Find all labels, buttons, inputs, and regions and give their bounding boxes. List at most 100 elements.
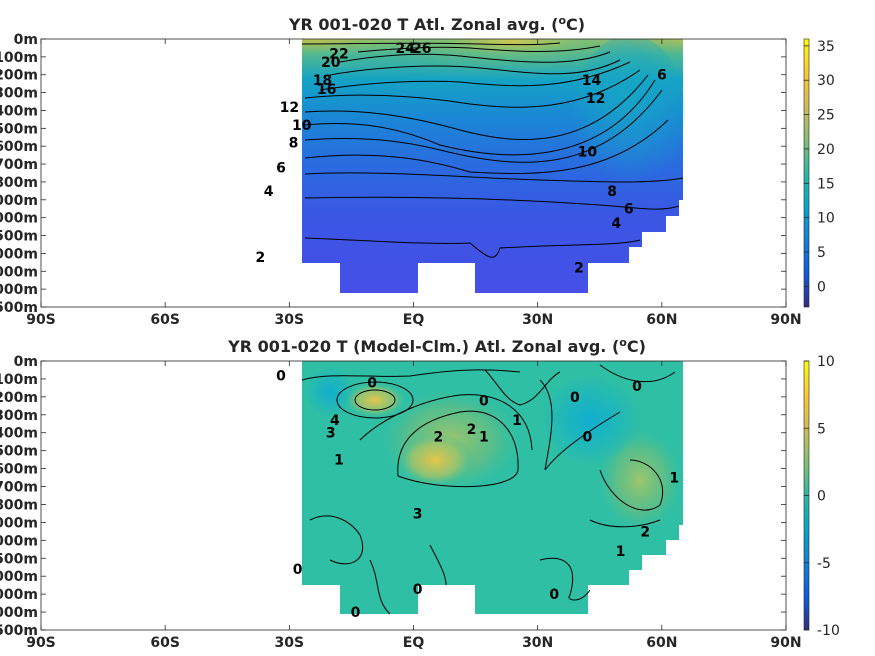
contour-label: 0 — [582, 429, 592, 445]
bottom-patch — [305, 367, 355, 417]
contour-label: 10 — [578, 145, 598, 161]
x-tick-label: 30S — [275, 312, 305, 328]
contour-label: 4 — [264, 184, 274, 200]
y-tick-label: 200m — [0, 390, 38, 406]
x-tick-label: 60N — [646, 635, 677, 651]
x-tick-label: 60S — [150, 635, 180, 651]
contour-label: 0 — [351, 605, 361, 621]
colorbar-tick-label: 15 — [817, 176, 835, 192]
y-tick-label: 3000m — [0, 246, 38, 262]
contour-label: 0 — [293, 562, 303, 578]
y-tick-label: 4000m — [0, 264, 38, 280]
colorbar-tick-label: 35 — [817, 39, 835, 55]
contour-label: 0 — [570, 390, 580, 406]
colorbar-tick-label: 10 — [817, 211, 835, 227]
contour-label: 2 — [574, 261, 584, 277]
contour-label: 0 — [276, 368, 286, 384]
contour-label: 6 — [276, 161, 286, 177]
contour-label: 0 — [549, 587, 559, 603]
contour-label: 0 — [632, 379, 642, 395]
contour-label: 8 — [289, 136, 299, 152]
top-y-axis: 0m 100m 200m 300m400m 500m 600m 700m 800m 1000m 2… — [0, 32, 786, 316]
top-contours — [301, 42, 684, 258]
y-tick-label: 5500m — [0, 623, 38, 639]
contour-label: 2 — [255, 250, 265, 266]
y-tick-label: 600m — [0, 462, 38, 478]
contour-label: 1 — [512, 413, 522, 429]
y-tick-label: 2000m — [0, 533, 38, 549]
y-tick-label: 400m — [0, 103, 38, 119]
y-tick-label: 100m — [0, 372, 38, 388]
y-tick-label: 0m — [14, 354, 38, 370]
y-tick-label: 2500m — [0, 551, 38, 567]
y-tick-label: 5000m — [0, 282, 38, 298]
contour-label: 4 — [611, 216, 621, 232]
colorbar-tick-label: -5 — [817, 556, 831, 572]
x-tick-label: 90S — [26, 635, 56, 651]
contour-label: 0 — [413, 582, 423, 598]
x-tick-label: 30N — [522, 312, 553, 328]
contour-label: 2 — [467, 422, 477, 438]
contour-label: 1 — [334, 453, 344, 469]
contour-label: 0 — [367, 376, 377, 392]
y-tick-label: 5000m — [0, 605, 38, 621]
x-tick-label: 30N — [522, 635, 553, 651]
top-x-axis: 90S 60S 30S EQ 30N 60N 90N — [26, 39, 802, 328]
bottom-title: YR 001-020 T (Model-Clm.) Atl. Zonal avg… — [227, 336, 646, 356]
contour-label: 2 — [433, 429, 443, 445]
contour-label: 26 — [412, 41, 431, 57]
y-tick-label: 3000m — [0, 569, 38, 585]
y-tick-label: 300m — [0, 86, 38, 102]
y-tick-label: 700m — [0, 480, 38, 496]
y-tick-label: 800m — [0, 497, 38, 513]
top-panel: 90S 60S 30S EQ 30N 60N 90N 0m 100m 200m 300m400m 5… — [0, 14, 835, 328]
y-tick-label: 400m — [0, 426, 38, 442]
y-tick-label: 200m — [0, 68, 38, 84]
colorbar-tick-label: 25 — [817, 108, 835, 124]
contour-label: 1 — [616, 544, 626, 560]
top-title: YR 001-020 T Atl. Zonal avg. (oC) — [288, 14, 585, 34]
bottom-y-axis: 0m 100m 200m 300m 400m 500m 600m 700m800m 1000m 2… — [0, 354, 786, 639]
contour-label: 22 — [329, 46, 348, 62]
y-tick-label: 600m — [0, 139, 38, 155]
top-seafloor-gap — [418, 263, 475, 307]
colorbar-tick-label: 20 — [817, 142, 835, 158]
x-tick-label: 90N — [770, 312, 801, 328]
y-tick-label: 300m — [0, 408, 38, 424]
x-tick-label: 90N — [770, 635, 801, 651]
colorbar-tick-label: 10 — [817, 354, 835, 370]
x-tick-label: EQ — [403, 312, 425, 328]
contour-label: 1 — [669, 471, 679, 487]
bottom-panel: 90S 60S 30S EQ 30N 60N 90N 0m 100m 200m 300m 400m 5… — [0, 336, 840, 651]
y-tick-label: 1000m — [0, 515, 38, 531]
contour-label: 14 — [582, 73, 602, 89]
y-tick-label: 2500m — [0, 229, 38, 245]
bottom-patch — [540, 375, 640, 465]
y-tick-label: 2000m — [0, 211, 38, 227]
colorbar-tick-label: -10 — [817, 623, 840, 639]
colorbar-tick-label: 5 — [817, 421, 826, 437]
y-tick-label: 700m — [0, 157, 38, 173]
contour-label: 10 — [292, 118, 312, 134]
bottom-patch — [395, 432, 475, 488]
y-tick-label: 5500m — [0, 300, 38, 316]
bottom-field — [301, 361, 685, 630]
y-tick-label: 1000m — [0, 193, 38, 209]
contour-label: 24 — [395, 41, 415, 57]
x-tick-label: 60N — [646, 312, 677, 328]
y-tick-label: 500m — [0, 444, 38, 460]
x-tick-label: 60S — [150, 312, 180, 328]
top-colorbar-ticks: 35 30 25 20 15 10 5 0 — [804, 39, 835, 295]
top-field — [301, 39, 685, 307]
colorbar-tick-label: 0 — [817, 279, 826, 295]
contour-label: 1 — [479, 429, 489, 445]
bottom-seafloor-gap — [418, 585, 475, 630]
colorbar-tick-label: 0 — [817, 489, 826, 505]
colorbar-tick-label: 5 — [817, 245, 826, 261]
bottom-contours — [301, 364, 676, 615]
contour-label: 12 — [280, 100, 299, 116]
contour-label: 2 — [640, 524, 650, 540]
bottom-patch — [343, 382, 407, 418]
